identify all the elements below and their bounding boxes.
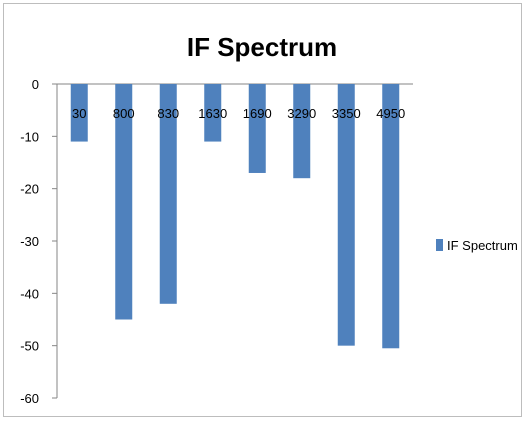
legend-label: IF Spectrum — [447, 238, 518, 253]
y-tick-label: -50 — [20, 339, 39, 354]
y-tick-label: -30 — [20, 234, 39, 249]
x-category-label: 3290 — [287, 106, 316, 121]
x-category-label: 4950 — [376, 106, 405, 121]
x-category-label: 3350 — [332, 106, 361, 121]
bar — [115, 84, 133, 320]
bars-group — [70, 84, 400, 349]
y-tick-label: -10 — [20, 129, 39, 144]
y-tick-label: -20 — [20, 182, 39, 197]
y-tick-label: 0 — [32, 77, 39, 92]
bar — [293, 84, 311, 179]
bar — [382, 84, 400, 349]
x-category-label: 1630 — [198, 106, 227, 121]
chart-title: IF Spectrum — [187, 32, 337, 62]
bar — [70, 84, 88, 142]
x-category-label: 30 — [72, 106, 86, 121]
x-category-label: 830 — [157, 106, 179, 121]
bar — [248, 84, 266, 173]
x-category-label: 1690 — [243, 106, 272, 121]
chart-frame — [3, 3, 522, 417]
y-tick-label: -40 — [20, 286, 39, 301]
y-tick-label: -60 — [20, 391, 39, 406]
category-labels: 30 800 830 1630 1690 3290 3350 4950 — [72, 106, 405, 121]
x-category-label: 800 — [113, 106, 135, 121]
legend-swatch — [436, 239, 443, 251]
legend: IF Spectrum — [436, 238, 518, 253]
bar — [159, 84, 177, 304]
bar — [337, 84, 355, 346]
bar — [204, 84, 222, 142]
